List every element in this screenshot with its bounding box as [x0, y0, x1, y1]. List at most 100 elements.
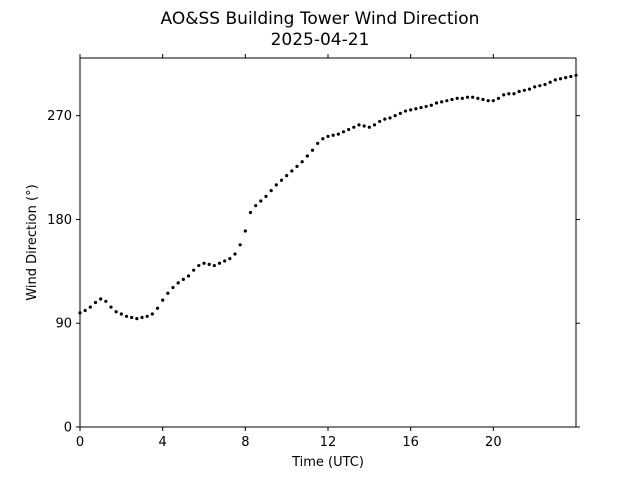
data-point: [176, 281, 180, 285]
data-point: [558, 77, 563, 81]
y-axis: 0 90 180 270: [47, 109, 580, 436]
data-point: [383, 117, 387, 121]
data-point: [140, 315, 144, 320]
data-point: [93, 300, 98, 305]
data-point: [186, 274, 191, 278]
data-point: [305, 154, 309, 158]
data-point: [88, 305, 92, 309]
data-point: [502, 93, 506, 97]
x-axis-label: Time (UTC): [291, 455, 364, 470]
data-point: [538, 84, 542, 88]
data-point: [238, 243, 242, 247]
data-point: [378, 119, 382, 124]
data-point: [533, 85, 537, 89]
data-point: [295, 164, 299, 168]
data-point: [527, 87, 532, 91]
data-point: [130, 315, 134, 320]
data-point: [181, 277, 185, 281]
x-tick-label: 4: [159, 435, 167, 450]
data-point: [481, 97, 485, 102]
data-point: [471, 95, 475, 99]
data-point: [99, 297, 103, 301]
y-tick-label: 180: [47, 213, 72, 228]
y-tick-label: 0: [64, 421, 72, 436]
data-point: [269, 189, 273, 193]
data-point: [357, 123, 361, 127]
data-point: [212, 263, 216, 268]
data-point: [460, 96, 464, 100]
data-point: [321, 137, 325, 141]
data-point: [145, 314, 149, 318]
data-point: [569, 74, 573, 79]
data-point: [264, 194, 268, 198]
x-tick-label: 8: [241, 435, 249, 450]
data-point: [409, 108, 413, 112]
data-point: [414, 107, 418, 111]
data-point: [507, 92, 511, 96]
data-point: [192, 268, 196, 272]
data-point: [155, 306, 160, 310]
data-point: [290, 169, 294, 173]
y-axis-label: Wind Direction (°): [25, 184, 40, 300]
chart-title: AO&SS Building Tower Wind Direction: [161, 9, 480, 29]
data-point: [150, 312, 154, 316]
data-point: [347, 127, 351, 132]
data-point: [336, 132, 340, 136]
data-point: [326, 134, 330, 139]
data-point: [341, 130, 346, 134]
data-point: [109, 305, 113, 309]
data-point: [450, 97, 454, 102]
data-point: [440, 100, 444, 104]
x-axis: 0 4 8 12 16 20: [76, 54, 502, 450]
data-point: [517, 89, 521, 94]
data-point: [476, 96, 480, 100]
data-point: [429, 103, 433, 107]
data-point: [285, 174, 289, 178]
data-point: [362, 124, 366, 128]
data-point: [223, 259, 227, 263]
data-point: [104, 299, 108, 303]
y-tick-label: 270: [47, 109, 72, 124]
y-tick-label: 90: [55, 317, 72, 332]
data-point: [243, 229, 247, 233]
data-point: [434, 101, 439, 105]
data-point: [161, 298, 165, 302]
data-point: [248, 210, 253, 215]
data-point: [465, 95, 470, 99]
data-point: [197, 263, 201, 268]
x-tick-label: 12: [320, 435, 337, 450]
data-point: [522, 88, 526, 92]
data-point: [548, 80, 552, 84]
data-point: [310, 148, 315, 152]
data-point: [564, 76, 568, 80]
data-point: [171, 285, 175, 290]
data-point: [114, 310, 118, 314]
data-point: [217, 261, 222, 265]
data-point: [352, 125, 356, 129]
data-point: [419, 105, 423, 110]
data-point: [491, 99, 495, 103]
data-point: [424, 104, 428, 109]
data-point: [486, 99, 490, 103]
x-tick-label: 0: [76, 435, 84, 450]
data-point: [228, 257, 232, 261]
data-point: [543, 82, 547, 87]
data-point: [83, 308, 87, 313]
data-point: [455, 96, 459, 100]
data-point: [398, 111, 402, 115]
data-point: [135, 317, 139, 321]
data-points: [78, 73, 578, 321]
data-point: [403, 109, 408, 113]
data-point: [512, 92, 516, 96]
data-point: [316, 141, 320, 145]
chart-subtitle: 2025-04-21: [271, 30, 370, 50]
data-point: [388, 116, 392, 120]
data-point: [254, 204, 258, 208]
plot-frame: [79, 57, 577, 428]
data-point: [119, 312, 123, 316]
data-point: [300, 160, 304, 164]
data-point: [496, 96, 501, 100]
data-point: [553, 78, 557, 82]
data-point: [331, 133, 335, 137]
data-point: [124, 314, 129, 318]
